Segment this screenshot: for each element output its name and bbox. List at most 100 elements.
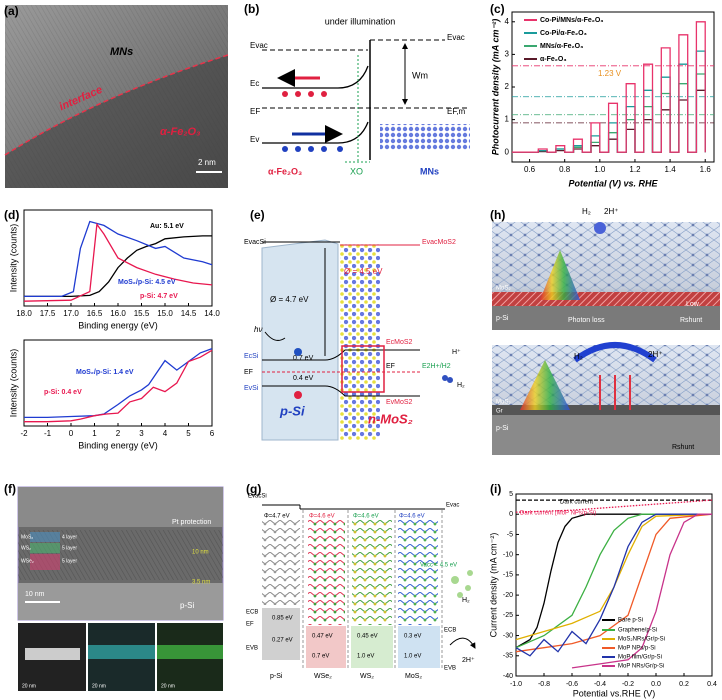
- label: Low: [686, 301, 700, 308]
- decoration: [398, 520, 438, 625]
- decoration: [308, 146, 314, 152]
- label: p-Si: [496, 315, 509, 322]
- series-name: Co-Pi/MNs/α-Fe₂O₃: [540, 17, 604, 24]
- label: Wm: [412, 70, 428, 80]
- x-tick-label: 1.6: [700, 165, 712, 174]
- decoration: [295, 146, 301, 152]
- label: 4 layer: [62, 534, 77, 540]
- x-tick-label: 17.0: [63, 309, 79, 318]
- x-axis-title: Potential (V) vs. RHE: [568, 178, 658, 188]
- series-line: [24, 347, 213, 419]
- series-name: Dark current (MoP NPs/p-Si): [520, 511, 596, 517]
- x-tick-label: -0.6: [566, 681, 578, 688]
- label: H₂: [457, 382, 465, 389]
- y-tick-label: -5: [507, 531, 513, 538]
- label: EvacSi: [244, 239, 266, 246]
- label: 1.0 eV: [404, 654, 421, 660]
- decoration: [321, 91, 327, 97]
- annotation: 1.23 V: [598, 69, 622, 78]
- label: Φ=4.7 eV: [264, 514, 290, 520]
- label: H₂: [462, 597, 470, 604]
- panel-label: (b): [244, 2, 259, 16]
- label: Vacc = 4.5 eV: [420, 563, 457, 569]
- label: 0.7 eV: [293, 355, 314, 362]
- decoration: [540, 250, 580, 300]
- label: Ev: [250, 135, 259, 144]
- y-tick-label: 0: [509, 511, 513, 518]
- label: H₂: [582, 207, 591, 216]
- label: EvSi: [244, 385, 259, 392]
- label: ECB: [444, 628, 456, 634]
- label: α-Fe₂O₃: [268, 166, 302, 176]
- label: EvacSi: [248, 494, 267, 500]
- series-name: Au: 5.1 eV: [150, 223, 184, 230]
- decoration: [294, 391, 302, 399]
- label: 0.85 eV: [272, 616, 293, 622]
- y-axis-title: Photocurrent density (mA cm⁻²): [490, 19, 500, 155]
- plot-frame: [515, 493, 713, 677]
- decoration: [302, 510, 443, 670]
- series-name: Dark current: [560, 500, 593, 506]
- label: MNs: [110, 46, 133, 58]
- series-name: p-Si: 4.7 eV: [140, 293, 178, 300]
- x-tick-label: 3: [139, 429, 144, 438]
- label: 10 nm: [192, 550, 209, 556]
- decoration: [308, 91, 314, 97]
- decoration: [351, 626, 393, 668]
- panel-label: (c): [490, 2, 505, 16]
- x-tick-label: 5: [186, 429, 191, 438]
- x-tick-label: 0.0: [651, 681, 661, 688]
- label: 1.0 eV: [357, 654, 374, 660]
- x-tick-label: 1: [92, 429, 97, 438]
- series-name: p-Si: 0.4 eV: [44, 389, 82, 396]
- label: Rshunt: [672, 444, 694, 451]
- label: p-Si: [279, 403, 305, 418]
- label: ECB: [246, 610, 258, 616]
- decoration: [294, 348, 302, 356]
- decoration: [264, 331, 286, 341]
- series-line: [24, 220, 213, 298]
- panel-label: (f): [4, 482, 16, 496]
- label: 2 nm: [198, 158, 216, 167]
- label: H⁺: [452, 349, 461, 356]
- label: EVB: [246, 646, 258, 652]
- series-name: MoP NRs/Gr/p-Si: [618, 664, 664, 670]
- label: 2H⁺: [462, 657, 475, 664]
- label: 0.3 eV: [404, 634, 421, 640]
- x-tick-label: 16.0: [110, 309, 126, 318]
- x-tick-label: 0.6: [524, 165, 536, 174]
- panel-label: (a): [4, 4, 19, 18]
- series-name: Co-Pi/α-Fe₂O₃: [540, 30, 587, 37]
- series-name: MoP NPs/p-Si: [618, 646, 656, 652]
- y-tick-label: -20: [503, 592, 513, 599]
- x-tick-label: 14.5: [181, 309, 197, 318]
- label: WS₂: [360, 673, 374, 680]
- decoration: [573, 342, 657, 363]
- label: 20 nm: [161, 683, 175, 689]
- label: 2H⁺: [604, 207, 618, 216]
- decoration: [340, 244, 380, 440]
- x-axis-title: Potential vs.RHE (V): [573, 688, 656, 698]
- label: EcMoS2: [386, 339, 413, 346]
- label: EvMoS2: [386, 399, 413, 406]
- decoration: [492, 222, 720, 292]
- series-line: [515, 513, 712, 649]
- label: H₂: [574, 352, 583, 361]
- x-tick-label: 0.2: [679, 681, 689, 688]
- y-tick-label: -25: [503, 612, 513, 619]
- panel-label: (h): [490, 208, 505, 222]
- label: α-Fe₂O₃: [160, 126, 200, 138]
- decoration: [451, 576, 459, 584]
- label: 0.4 eV: [293, 375, 314, 382]
- label: WSe₂: [21, 558, 34, 564]
- decoration: [295, 91, 301, 97]
- x-tick-label: 6: [210, 429, 215, 438]
- decoration: [341, 345, 385, 393]
- series-name: MoS₂/p-Si: 1.4 eV: [76, 369, 134, 376]
- x-tick-label: 0.8: [559, 165, 571, 174]
- decoration: [262, 349, 420, 361]
- decoration: [594, 222, 606, 234]
- decoration: [30, 543, 60, 553]
- series-line: [571, 513, 712, 669]
- label: E2H+/H2: [422, 363, 451, 370]
